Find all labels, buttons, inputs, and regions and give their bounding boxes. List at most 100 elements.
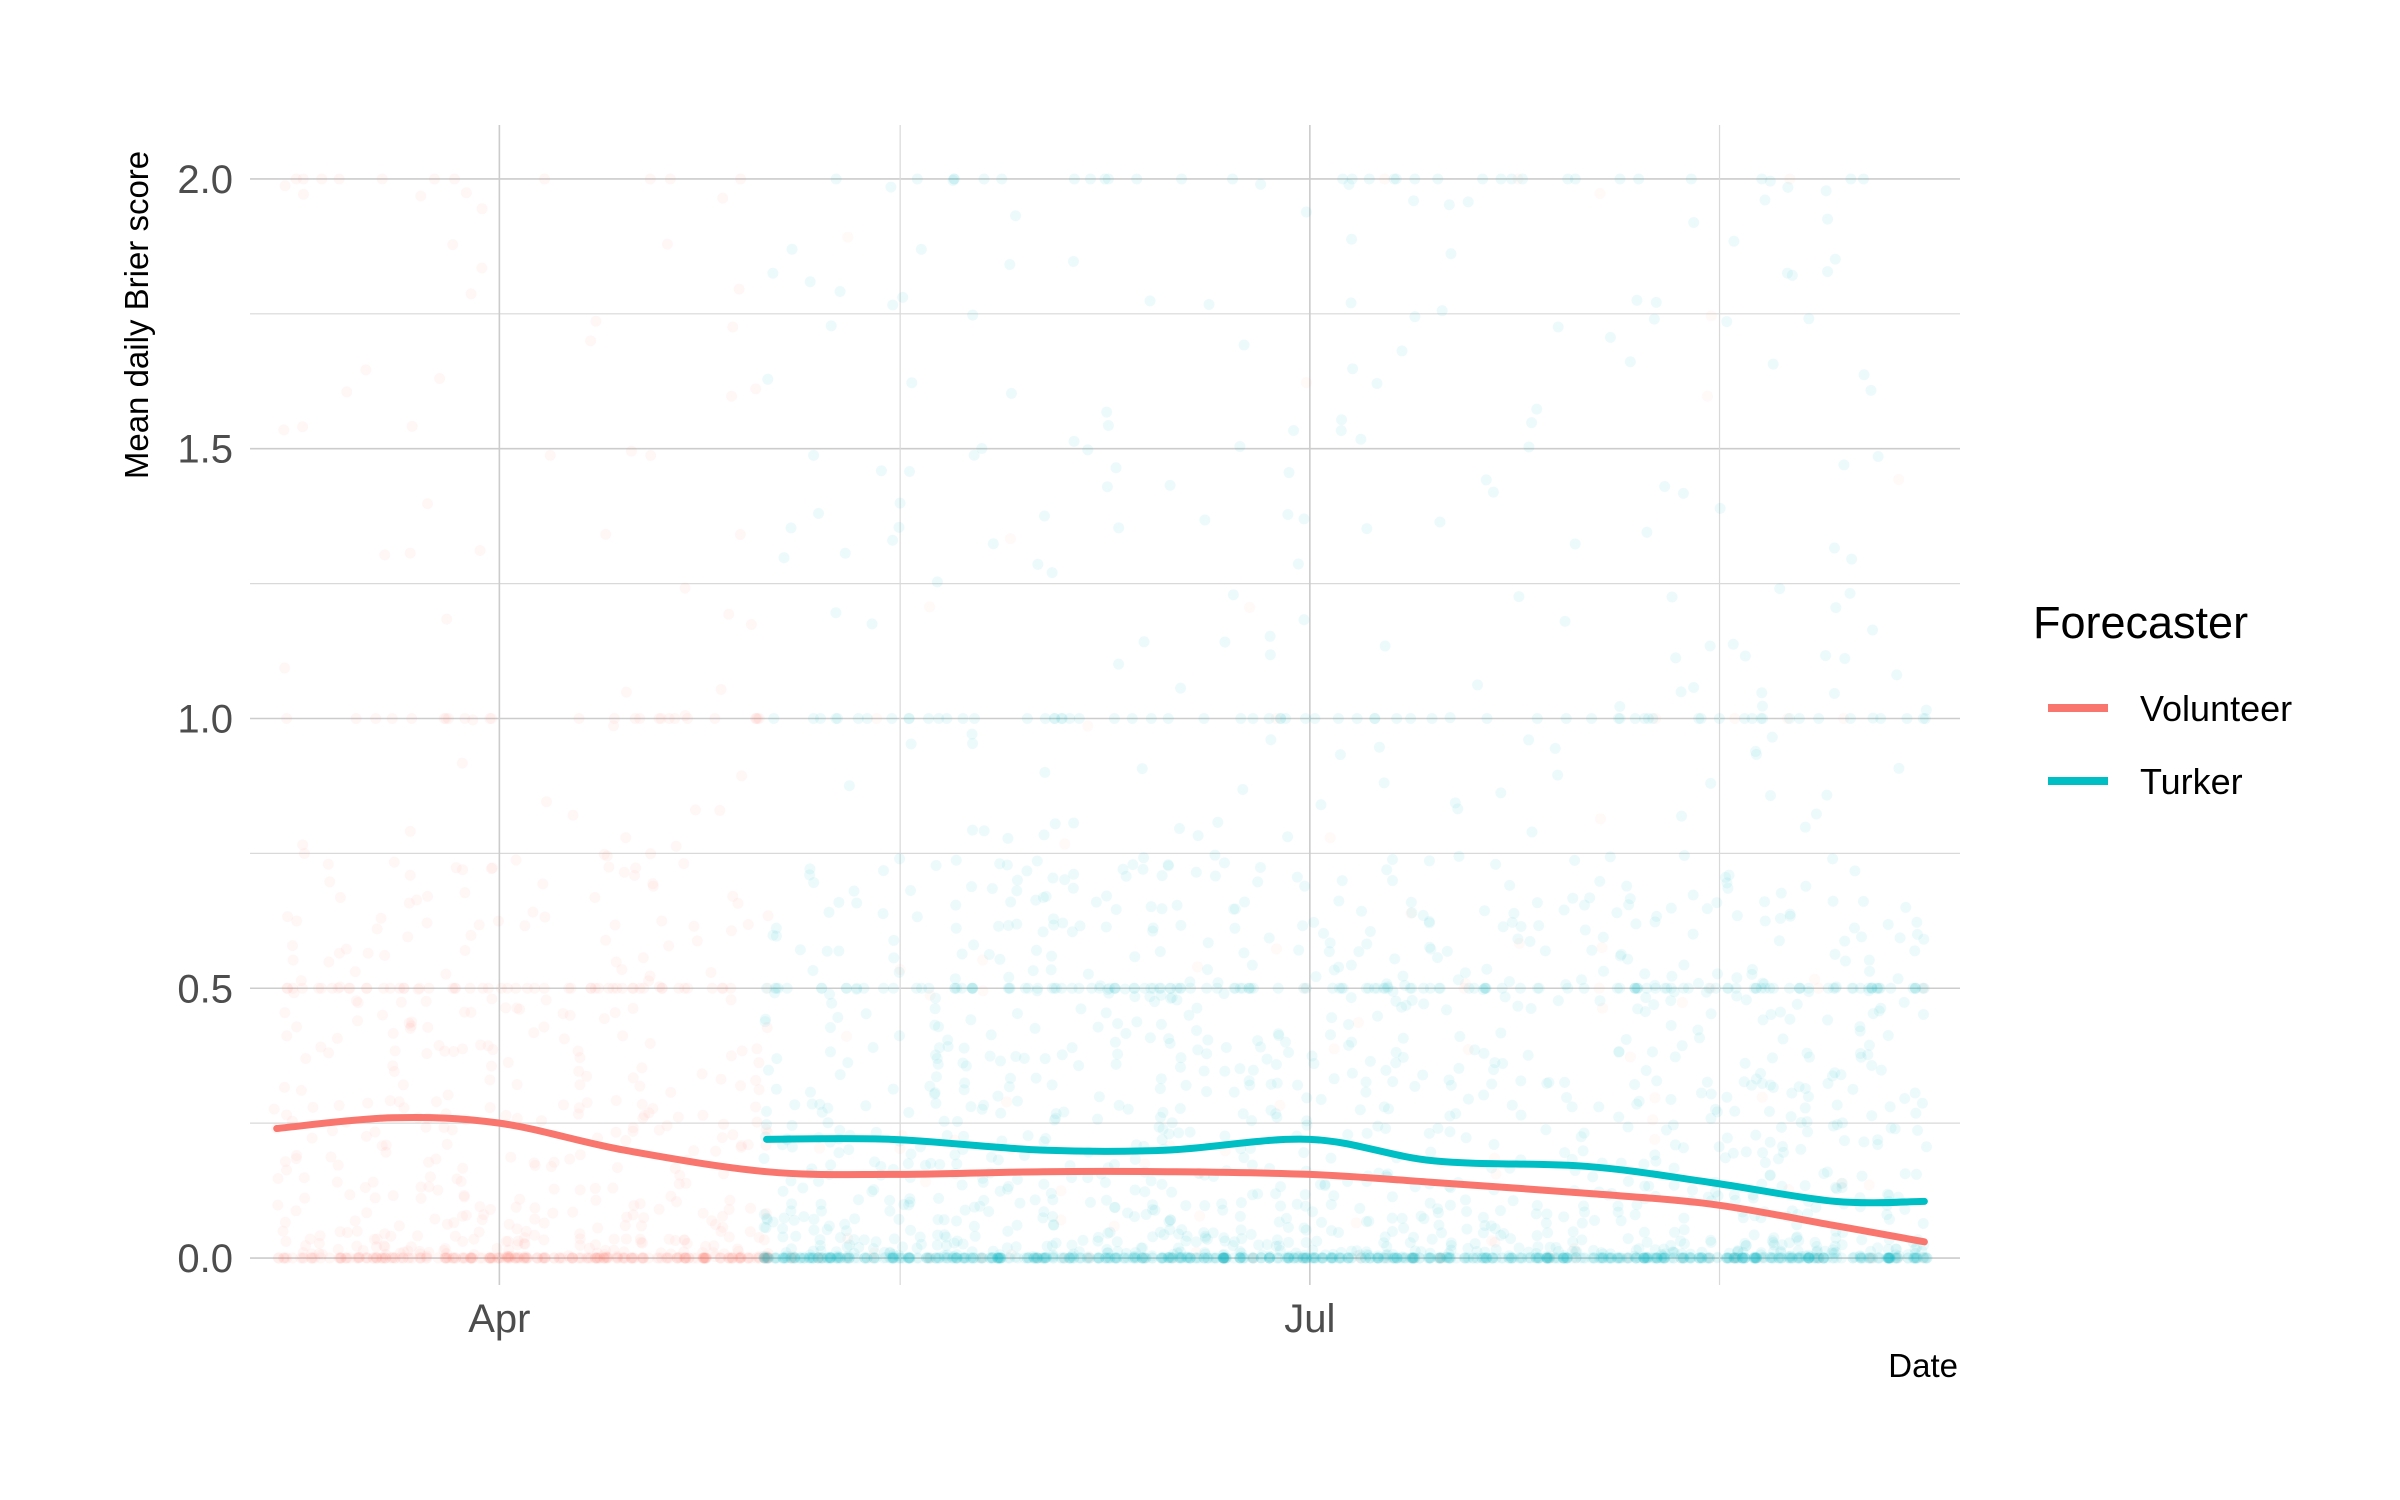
raw-point	[1199, 514, 1211, 526]
raw-point	[638, 982, 650, 994]
raw-point	[537, 1252, 549, 1264]
raw-point	[1750, 1073, 1762, 1085]
raw-point	[1854, 982, 1866, 994]
raw-point	[599, 1249, 611, 1261]
raw-point	[1638, 1226, 1650, 1238]
raw-point	[1218, 1252, 1230, 1264]
raw-point	[1423, 1252, 1435, 1264]
raw-point	[1408, 195, 1420, 207]
raw-point	[1756, 1078, 1768, 1090]
raw-point	[1759, 1252, 1771, 1264]
raw-point	[1198, 1252, 1210, 1264]
raw-point	[868, 1252, 880, 1264]
raw-point	[1327, 982, 1339, 994]
raw-point	[905, 738, 917, 750]
raw-point	[1800, 880, 1812, 892]
raw-point	[1183, 1009, 1195, 1021]
raw-point	[1667, 1246, 1679, 1258]
raw-point	[1066, 1252, 1078, 1264]
raw-point	[1109, 982, 1121, 994]
raw-point	[1865, 1245, 1877, 1257]
raw-point	[1185, 982, 1197, 994]
raw-point	[956, 1179, 968, 1191]
raw-point	[976, 1103, 988, 1115]
raw-point	[736, 1045, 748, 1057]
raw-point	[1176, 173, 1188, 185]
raw-point	[1649, 1133, 1661, 1145]
raw-point	[1038, 1252, 1050, 1264]
raw-point	[1462, 1093, 1474, 1105]
raw-point	[485, 1252, 497, 1264]
raw-point	[1657, 1250, 1669, 1262]
raw-point	[825, 1252, 837, 1264]
raw-point	[1112, 1246, 1124, 1258]
raw-point	[933, 1252, 945, 1264]
raw-point	[634, 712, 646, 724]
raw-point	[290, 1153, 302, 1165]
raw-point	[573, 712, 585, 724]
raw-point	[1129, 1247, 1141, 1259]
raw-point	[790, 1230, 802, 1242]
raw-point	[1444, 1199, 1456, 1211]
raw-point	[398, 1246, 410, 1258]
raw-point	[1350, 1217, 1362, 1229]
raw-point	[1073, 982, 1085, 994]
raw-point	[921, 1252, 933, 1264]
raw-point	[1326, 1012, 1338, 1024]
raw-point	[1562, 173, 1574, 185]
raw-point	[1300, 712, 1312, 724]
raw-point	[679, 1234, 691, 1246]
raw-point	[1009, 1251, 1021, 1263]
raw-point	[888, 1233, 900, 1245]
raw-point	[745, 1202, 757, 1214]
raw-point	[384, 982, 396, 994]
raw-point	[767, 267, 779, 279]
raw-point	[1283, 1252, 1295, 1264]
raw-point	[1382, 1103, 1394, 1115]
raw-point	[1597, 1248, 1609, 1260]
raw-point	[1713, 1141, 1725, 1153]
raw-point	[1409, 1252, 1421, 1264]
raw-point	[1472, 679, 1484, 691]
raw-point	[1252, 876, 1264, 888]
raw-point	[994, 1249, 1006, 1261]
raw-point	[334, 891, 346, 903]
raw-point	[911, 1252, 923, 1264]
raw-point	[1100, 1252, 1112, 1264]
raw-point	[625, 445, 637, 457]
raw-point	[1799, 1180, 1811, 1192]
raw-point	[1372, 1250, 1384, 1262]
raw-point	[1567, 1236, 1579, 1248]
raw-point	[1091, 1252, 1103, 1264]
raw-point	[1641, 526, 1653, 538]
raw-point	[1830, 1246, 1842, 1258]
raw-point	[1245, 982, 1257, 994]
raw-point	[1872, 1134, 1884, 1146]
raw-point	[938, 1249, 950, 1261]
raw-point	[1337, 173, 1349, 185]
raw-point	[1378, 982, 1390, 994]
raw-point	[456, 1210, 468, 1222]
raw-point	[281, 1109, 293, 1121]
raw-point	[1405, 712, 1417, 724]
raw-point	[1557, 1252, 1569, 1264]
raw-point	[393, 1096, 405, 1108]
raw-point	[1579, 899, 1591, 911]
raw-point	[894, 964, 906, 976]
raw-point	[1103, 982, 1115, 994]
raw-point	[407, 1252, 419, 1264]
raw-point	[406, 420, 418, 432]
raw-point	[1388, 1252, 1400, 1264]
raw-point	[1759, 1157, 1771, 1169]
raw-point	[750, 383, 762, 395]
raw-point	[295, 1252, 307, 1264]
raw-point	[1695, 1087, 1707, 1099]
raw-point	[797, 1252, 809, 1264]
raw-point	[324, 1252, 336, 1264]
raw-point	[762, 373, 774, 385]
raw-point	[1111, 1252, 1123, 1264]
raw-point	[1732, 1245, 1744, 1257]
raw-point	[870, 1126, 882, 1138]
raw-point	[1462, 1044, 1474, 1056]
raw-point	[717, 1221, 729, 1233]
